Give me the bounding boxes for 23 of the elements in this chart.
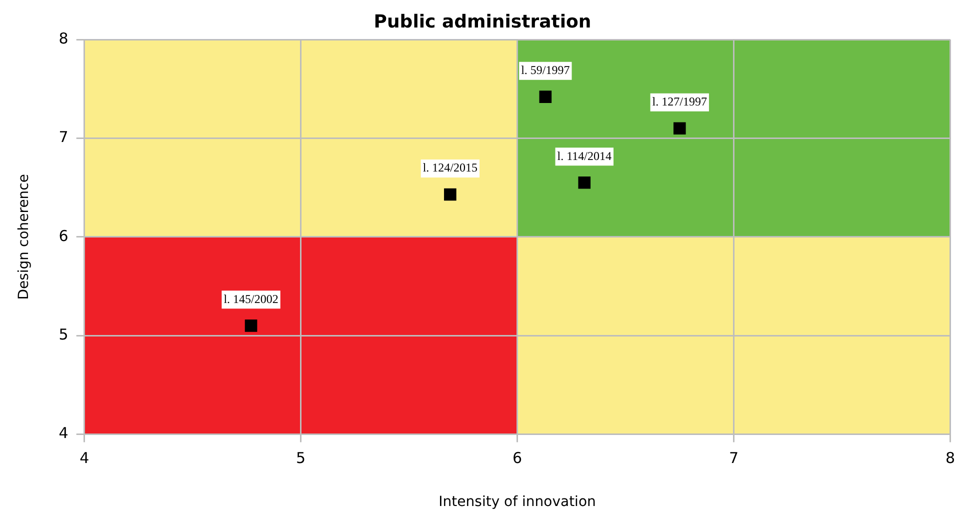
y-tick-label: 7 [58, 128, 68, 146]
x-tick-label: 4 [80, 449, 90, 468]
y-tick-label: 6 [58, 226, 68, 245]
y-tick-label: 8 [58, 29, 68, 48]
x-tick-label: 8 [945, 449, 955, 468]
annotation: l. 124/2015 [422, 160, 478, 175]
point [673, 122, 686, 135]
x-tick-label: 5 [296, 449, 306, 468]
annotation: l. 145/2002 [224, 292, 278, 306]
chart-title: Public administration [374, 11, 592, 32]
point [539, 90, 552, 103]
x-tick-label: 7 [728, 449, 739, 468]
annotation: l. 114/2014 [557, 148, 612, 163]
y-axis-title: Design coherence [16, 174, 32, 300]
point [244, 320, 258, 332]
point [444, 188, 456, 201]
y-tick-label: 5 [58, 325, 68, 344]
point [578, 176, 591, 189]
annotation: l. 127/1997 [652, 94, 707, 109]
y-tick-label: 4 [58, 424, 68, 442]
annotation: l. 59/1997 [521, 62, 570, 77]
x-axis-title: Intensity of innovation [438, 494, 596, 510]
x-tick-label: 6 [512, 449, 522, 468]
